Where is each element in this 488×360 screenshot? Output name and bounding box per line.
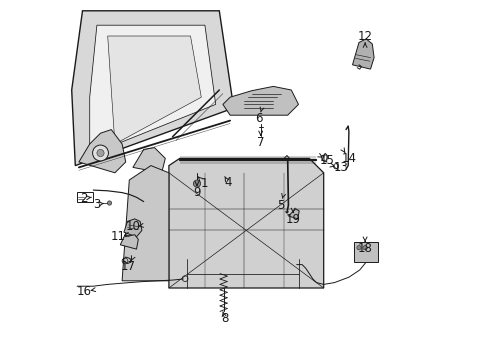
Text: 15: 15 [319,154,334,167]
Polygon shape [122,166,168,281]
Text: 19: 19 [285,213,300,226]
Text: 2: 2 [81,192,88,204]
Circle shape [362,246,366,250]
FancyBboxPatch shape [353,242,378,262]
Circle shape [193,180,200,187]
Circle shape [97,149,104,157]
Polygon shape [89,25,215,155]
Circle shape [107,201,111,205]
Text: 11: 11 [110,230,125,243]
Polygon shape [107,36,201,144]
Polygon shape [123,219,142,237]
Text: 5: 5 [276,199,284,212]
Circle shape [92,145,108,161]
Text: 6: 6 [255,112,262,125]
Text: 4: 4 [224,176,232,189]
Text: 13: 13 [333,161,348,174]
Polygon shape [288,209,299,219]
Text: 3: 3 [93,198,101,211]
Polygon shape [352,39,373,69]
Text: 1: 1 [201,177,208,190]
Text: 14: 14 [341,152,356,165]
Text: 17: 17 [121,260,136,273]
Text: 16: 16 [77,285,92,298]
Polygon shape [72,11,233,166]
Text: 18: 18 [357,242,372,255]
Text: 9: 9 [193,186,200,199]
Polygon shape [168,158,323,288]
Text: 10: 10 [125,220,140,233]
Text: 8: 8 [221,312,228,325]
Circle shape [356,246,361,250]
Polygon shape [120,235,138,249]
Text: 7: 7 [256,136,264,149]
Text: 12: 12 [357,30,372,42]
Polygon shape [133,148,165,173]
Polygon shape [79,130,125,173]
Polygon shape [223,86,298,115]
